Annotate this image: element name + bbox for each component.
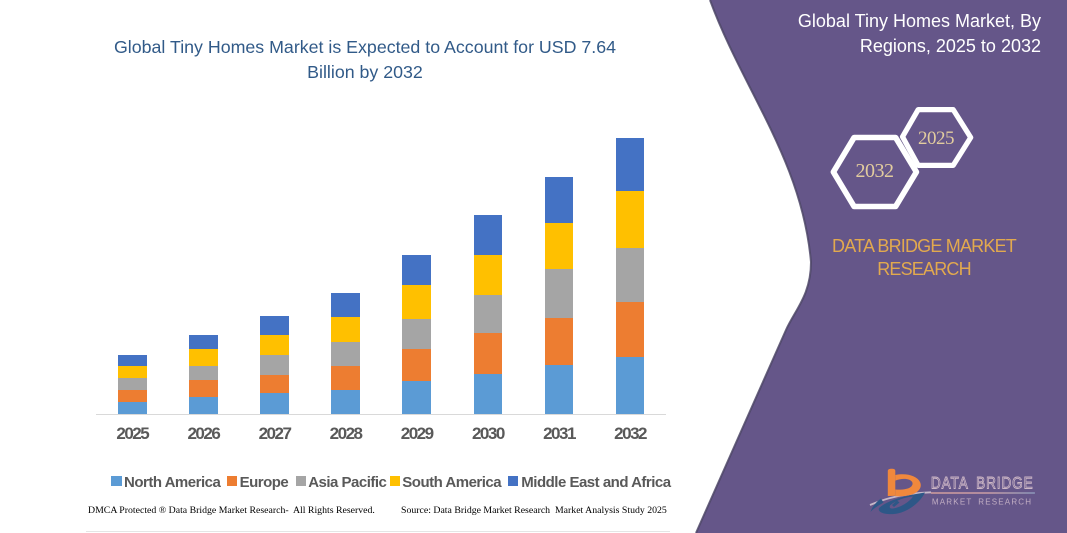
svg-text:MARKET RESEARCH: MARKET RESEARCH [932, 497, 1032, 506]
svg-text:DATA BRIDGE: DATA BRIDGE [931, 474, 1034, 493]
